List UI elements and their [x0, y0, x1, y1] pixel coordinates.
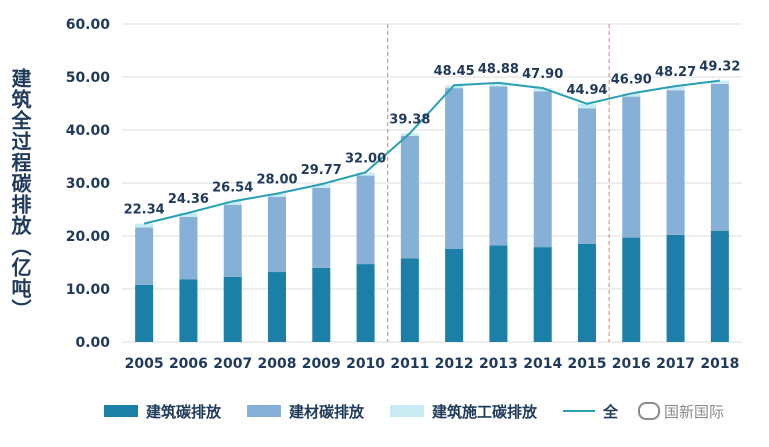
y-tick-label: 20.00 — [66, 229, 111, 245]
legend-swatch-building — [104, 405, 138, 417]
legend-item-construction: 建筑施工碳排放 — [390, 401, 537, 422]
legend-label-construction: 建筑施工碳排放 — [432, 402, 538, 421]
bar-segment — [312, 267, 331, 342]
x-tick-label: 2015 — [568, 356, 607, 372]
x-tick-label: 2006 — [169, 356, 208, 372]
data-label: 44.94 — [566, 83, 607, 98]
data-label: 39.38 — [389, 112, 430, 127]
bar-segment — [622, 237, 641, 342]
y-tick-label: 40.00 — [66, 123, 111, 139]
bar-segment — [666, 234, 685, 342]
data-label: 32.00 — [345, 151, 386, 166]
bar-segment — [312, 187, 331, 268]
legend-item-building: 建筑碳排放 — [104, 401, 221, 422]
data-label: 49.32 — [699, 60, 740, 75]
bar-segment — [489, 245, 508, 342]
x-tick-label: 2017 — [656, 356, 695, 372]
data-label: 28.00 — [256, 173, 297, 188]
y-axis-label: 建筑全过程碳排放（亿吨） — [8, 68, 32, 320]
watermark-text: 国新国际 — [664, 402, 725, 421]
bar-segment — [356, 264, 375, 342]
bar-segment — [622, 96, 641, 238]
y-tick-label: 0.00 — [75, 335, 110, 351]
bar-segment — [578, 243, 596, 342]
bar-segment — [666, 86, 685, 91]
x-tick-label: 2009 — [302, 356, 341, 372]
x-tick-label: 2007 — [213, 356, 252, 372]
bar-segment — [223, 276, 242, 342]
bar-segment — [445, 88, 464, 249]
bar-segment — [268, 193, 286, 197]
bar-segment — [489, 82, 508, 87]
x-tick-label: 2013 — [479, 356, 518, 372]
bar-segment — [179, 212, 198, 217]
bar-segment — [135, 284, 154, 342]
bar-segment — [400, 258, 419, 342]
legend-label-building: 建筑碳排放 — [146, 402, 222, 421]
y-tick-label: 50.00 — [66, 70, 111, 86]
bar-segment — [356, 175, 375, 265]
bar-segment — [533, 91, 552, 248]
legend-swatch-construction — [390, 405, 425, 417]
data-label: 48.27 — [655, 65, 696, 80]
total-line — [143, 79, 720, 225]
legend-label-total: 全 — [603, 402, 619, 421]
data-label: 26.54 — [212, 180, 253, 195]
y-tick-label: 10.00 — [66, 282, 111, 298]
data-label: 24.36 — [168, 192, 209, 207]
x-tick-label: 2005 — [125, 356, 164, 372]
bar-segment — [356, 172, 375, 176]
bar-segment — [710, 83, 729, 231]
bar-segment — [533, 88, 552, 92]
legend-item-material: 建材碳排放 — [247, 401, 364, 422]
bar-segment — [666, 90, 685, 235]
data-label: 47.90 — [522, 67, 563, 82]
legend-item-total: 全 — [563, 401, 618, 422]
data-label: 22.34 — [124, 203, 165, 218]
data-label: 48.88 — [478, 62, 519, 77]
x-tick-label: 2008 — [258, 356, 297, 372]
bar-segment — [135, 227, 154, 285]
bar-segment — [135, 223, 154, 228]
data-label: 29.77 — [301, 163, 342, 178]
bar-segment — [578, 103, 596, 109]
bar-segment — [622, 93, 641, 97]
data-label: 46.90 — [611, 72, 652, 87]
x-tick-label: 2018 — [700, 356, 739, 372]
data-label: 48.45 — [434, 64, 475, 79]
bar-segment — [400, 135, 419, 259]
bar-segment — [179, 279, 198, 342]
bar-segment — [223, 201, 242, 205]
x-tick-label: 2011 — [390, 356, 429, 372]
legend-swatch-material — [247, 405, 282, 417]
bar-segment — [578, 108, 596, 244]
bar-segment — [268, 196, 286, 273]
x-tick-label: 2014 — [523, 356, 562, 372]
bar-segment — [489, 86, 508, 246]
bar-segment — [268, 272, 286, 342]
x-tick-label: 2016 — [612, 356, 651, 372]
legend: 建筑碳排放 建材碳排放 建筑施工碳排放 全 — [104, 398, 644, 424]
y-tick-label: 30.00 — [66, 176, 111, 192]
x-tick-label: 2010 — [346, 356, 385, 372]
bar-segment — [710, 230, 729, 342]
bar-segment — [223, 204, 242, 277]
x-tick-label: 2012 — [435, 356, 474, 372]
y-axis-label-container: 建筑全过程碳排放（亿吨） — [8, 68, 38, 320]
bar-segment — [312, 184, 331, 188]
watermark: 国新国际 — [638, 398, 724, 424]
bar-segment — [533, 247, 552, 342]
y-tick-label: 60.00 — [66, 17, 111, 33]
bar-segment — [710, 80, 729, 84]
legend-swatch-total — [563, 410, 596, 412]
bar-segment — [179, 216, 198, 280]
bar-segment — [445, 248, 464, 342]
wechat-icon — [638, 402, 660, 420]
legend-label-material: 建材碳排放 — [289, 402, 365, 421]
